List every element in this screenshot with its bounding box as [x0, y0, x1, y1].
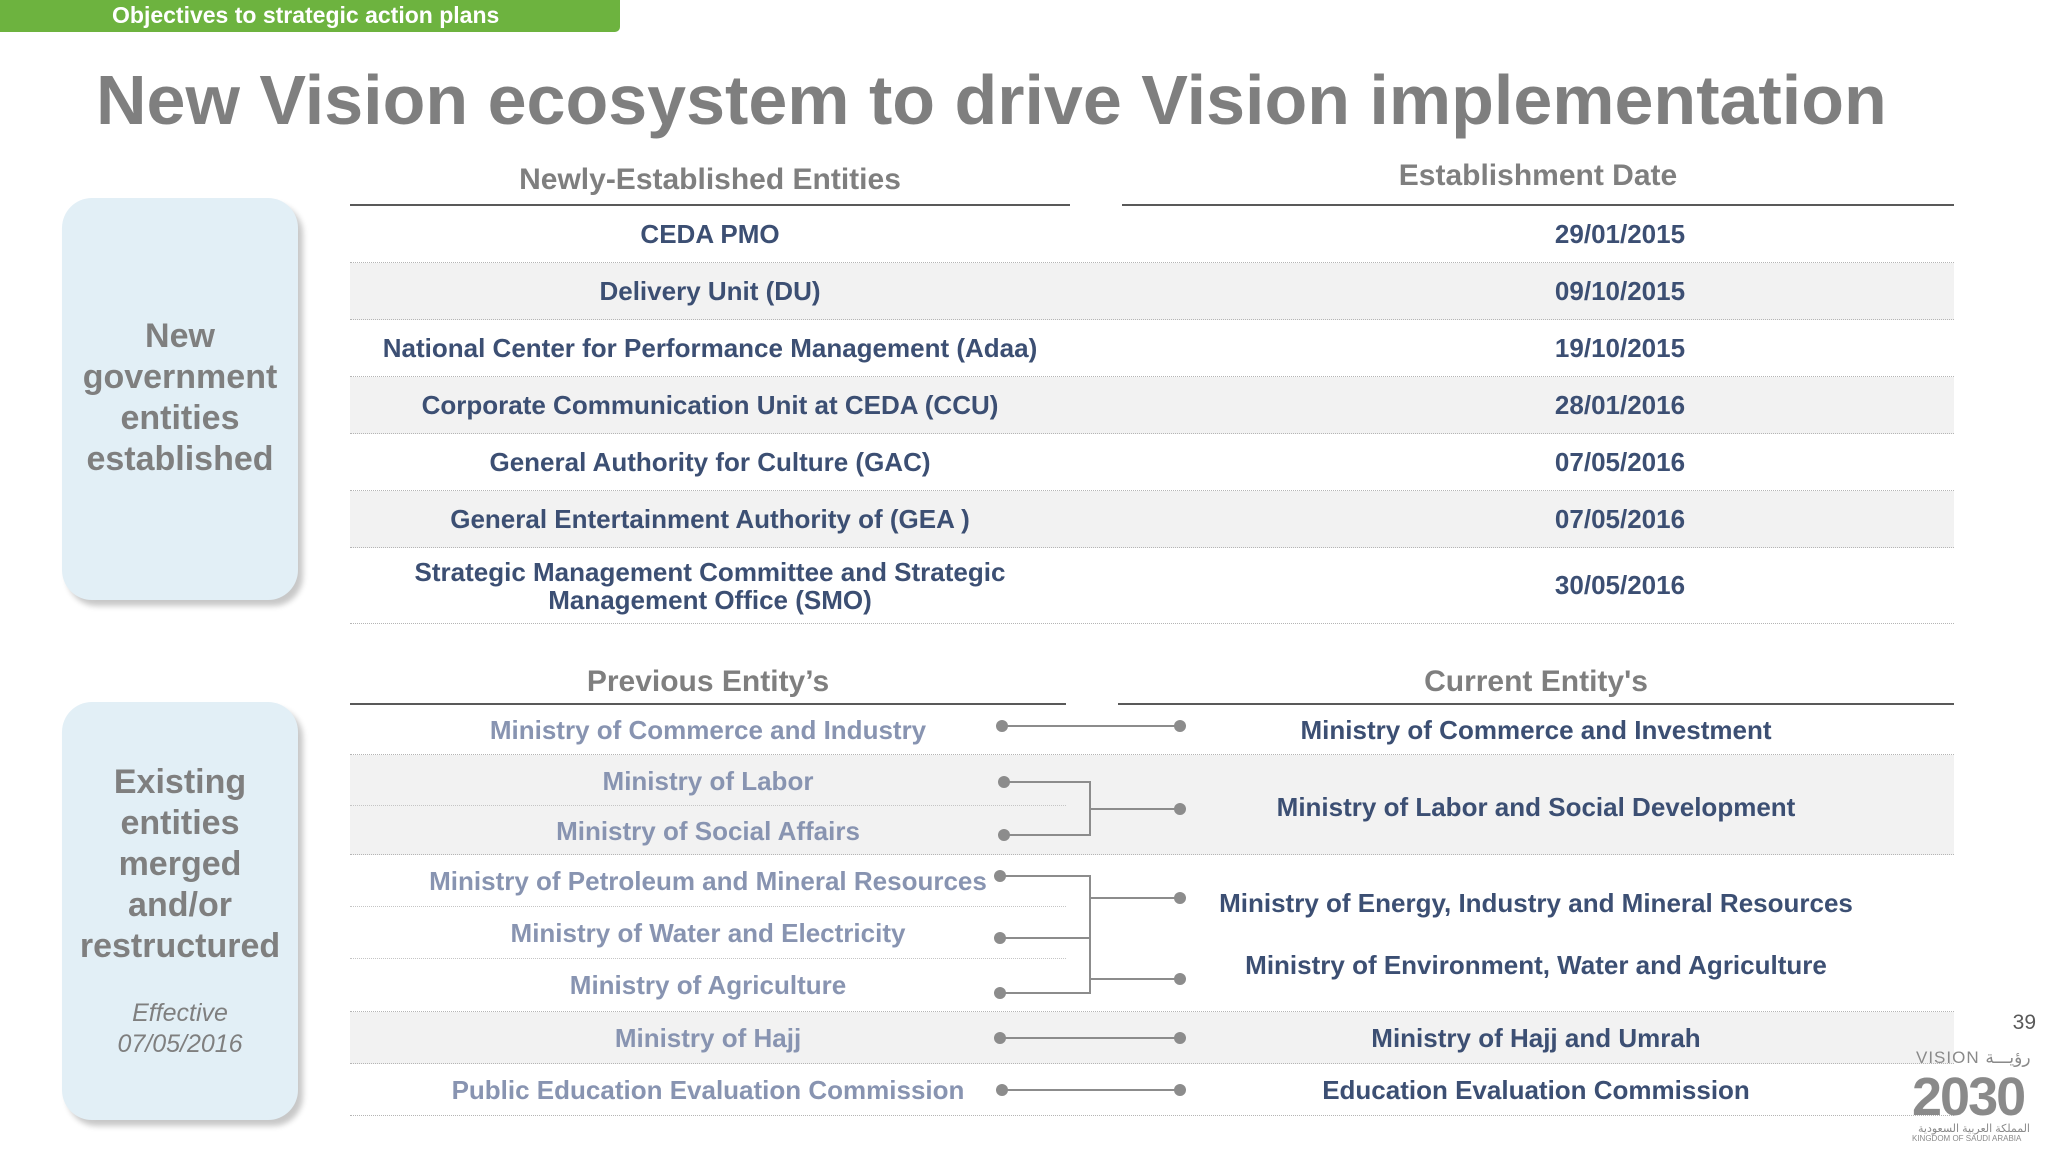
table-row: Strategic Management Committee and Strat… [350, 548, 1954, 624]
table-row [350, 855, 1954, 1012]
entity-name: Corporate Communication Unit at CEDA (CC… [421, 390, 999, 420]
previous-entity: Ministry of Petroleum and Mineral Resour… [429, 865, 987, 896]
table-row: Delivery Unit (DU) 09/10/2015 [350, 263, 1954, 320]
logo-top-text: VISION رؤيـــة [1916, 1048, 2031, 1067]
current-entity: Ministry of Labor and Social Development [1276, 791, 1796, 822]
connector-labor-bracket [1004, 781, 1091, 836]
row-divider [350, 805, 1066, 806]
table-row: General Authority for Culture (GAC) 07/0… [350, 434, 1954, 491]
table-row [350, 1064, 1954, 1116]
connector-dot [996, 720, 1008, 732]
table-row: Corporate Communication Unit at CEDA (CC… [350, 377, 1954, 434]
connector-dot [994, 987, 1006, 999]
current-entity: Ministry of Environment, Water and Agric… [1245, 949, 1827, 980]
connector-dot [994, 932, 1006, 944]
logo-subtitle: KINGDOM OF SAUDI ARABIA [1912, 1134, 2022, 1143]
previous-entity: Ministry of Social Affairs [556, 815, 860, 846]
connector-dot [1174, 1084, 1186, 1096]
previous-entity: Ministry of Labor [602, 765, 814, 796]
connector-dot [1174, 892, 1186, 904]
logo-arabic-text: المملكة العربية السعودية [1918, 1123, 2030, 1135]
entity-name: General Entertainment Authority of (GEA … [450, 504, 970, 534]
entity-date: 28/01/2016 [1554, 389, 1686, 420]
entity-name: General Authority for Culture (GAC) [489, 447, 931, 477]
header-divider [350, 703, 1066, 705]
entity-date: 07/05/2016 [1554, 503, 1686, 534]
new-entities-panel: New government entities established [62, 198, 298, 600]
entity-date: 09/10/2015 [1554, 275, 1686, 306]
entity-date: 19/10/2015 [1554, 332, 1686, 363]
header-divider [350, 204, 1070, 206]
header-divider [1118, 703, 1954, 705]
header-previous-entity: Previous Entity’s [586, 665, 830, 698]
row-divider [350, 958, 1066, 959]
logo-number: 2030 [1912, 1067, 2026, 1127]
table-row: CEDA PMO 29/01/2015 [350, 206, 1954, 263]
previous-entity: Ministry of Water and Electricity [510, 917, 906, 948]
previous-entity: Ministry of Agriculture [569, 969, 847, 1000]
connector-energy-bracket [1000, 875, 1091, 994]
header-divider [1122, 204, 1954, 206]
new-entities-label: New government entities established [82, 317, 278, 478]
section-tag: Objectives to strategic action plans [0, 0, 620, 32]
connector-dot [996, 1084, 1008, 1096]
current-entity: Ministry of Hajj and Umrah [1371, 1022, 1701, 1053]
table-row [350, 705, 1954, 755]
connector-dot [1174, 973, 1186, 985]
current-entity: Ministry of Commerce and Investment [1300, 714, 1772, 745]
page-number: 39 [2012, 1011, 2036, 1034]
connector-dot [1174, 1032, 1186, 1044]
restructured-label: Existing entities merged and/or restruct… [79, 763, 281, 965]
entity-name: Strategic Management Committee and Strat… [414, 556, 1006, 615]
connector-dot [994, 1032, 1006, 1044]
entity-name: National Center for Performance Manageme… [382, 333, 1038, 363]
entity-name: CEDA PMO [640, 219, 780, 249]
table-row: National Center for Performance Manageme… [350, 320, 1954, 377]
connector-dot [1174, 803, 1186, 815]
vision-2030-logo: VISION رؤيـــة 2030 المملكة العربية السع… [1910, 1048, 2044, 1146]
entity-name: Delivery Unit (DU) [599, 276, 821, 306]
connector-dot [998, 776, 1010, 788]
previous-entity: Public Education Evaluation Commission [451, 1074, 965, 1105]
previous-entity: Ministry of Hajj [614, 1022, 802, 1053]
header-current-entity: Current Entity's [1424, 665, 1648, 698]
connector-dot [994, 870, 1006, 882]
entity-date: 29/01/2015 [1554, 218, 1686, 249]
restructured-panel: Existing entities merged and/or restruct… [62, 702, 298, 1120]
current-entity: Ministry of Energy, Industry and Mineral… [1219, 887, 1853, 918]
page-title: New Vision ecosystem to drive Vision imp… [96, 61, 1887, 139]
header-establishment-date: Establishment Date [1398, 159, 1678, 192]
entity-date: 30/05/2016 [1554, 570, 1686, 600]
entity-date: 07/05/2016 [1554, 446, 1686, 477]
connector-dot [1174, 720, 1186, 732]
table-row: General Entertainment Authority of (GEA … [350, 491, 1954, 548]
header-newly-established: Newly-Established Entities [519, 163, 901, 196]
row-divider [350, 906, 1066, 907]
connector-dot [998, 829, 1010, 841]
effective-date-note: Effective 07/05/2016 [117, 999, 243, 1058]
current-entity: Education Evaluation Commission [1322, 1074, 1750, 1105]
previous-entity: Ministry of Commerce and Industry [489, 714, 927, 745]
